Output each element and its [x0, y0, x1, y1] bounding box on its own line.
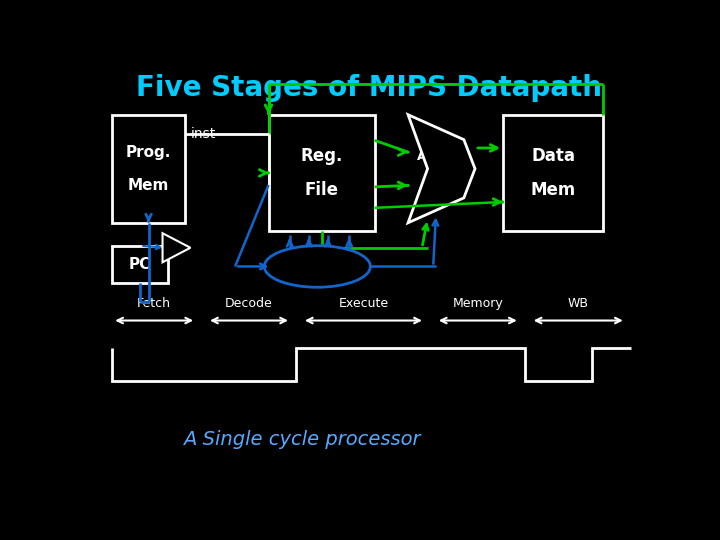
Text: Decode: Decode — [225, 298, 273, 310]
Text: 5: 5 — [305, 249, 313, 262]
Text: Five Stages of MIPS Datapath: Five Stages of MIPS Datapath — [136, 73, 602, 102]
Text: 5: 5 — [324, 249, 332, 262]
Text: inst: inst — [190, 127, 216, 141]
Text: control: control — [293, 259, 341, 273]
Text: Execute: Execute — [338, 298, 389, 310]
FancyBboxPatch shape — [503, 114, 603, 231]
Text: ALU: ALU — [417, 150, 444, 163]
Text: PC: PC — [129, 257, 151, 272]
Text: +4: +4 — [165, 243, 179, 253]
FancyBboxPatch shape — [112, 246, 168, 283]
Text: Data: Data — [531, 147, 575, 165]
Polygon shape — [163, 233, 190, 262]
Text: Mem: Mem — [531, 180, 576, 199]
Text: Memory: Memory — [452, 298, 503, 310]
Text: Fetch: Fetch — [138, 298, 171, 310]
FancyBboxPatch shape — [112, 114, 185, 223]
Text: 5: 5 — [286, 249, 294, 262]
Text: Mem: Mem — [128, 178, 169, 193]
FancyBboxPatch shape — [269, 114, 374, 231]
Text: A Single cycle processor: A Single cycle processor — [184, 429, 420, 449]
Text: Prog.: Prog. — [126, 145, 171, 160]
Ellipse shape — [264, 246, 370, 287]
Polygon shape — [408, 114, 475, 223]
Text: Reg.: Reg. — [300, 147, 343, 165]
Text: WB: WB — [568, 298, 589, 310]
Text: File: File — [305, 180, 338, 199]
